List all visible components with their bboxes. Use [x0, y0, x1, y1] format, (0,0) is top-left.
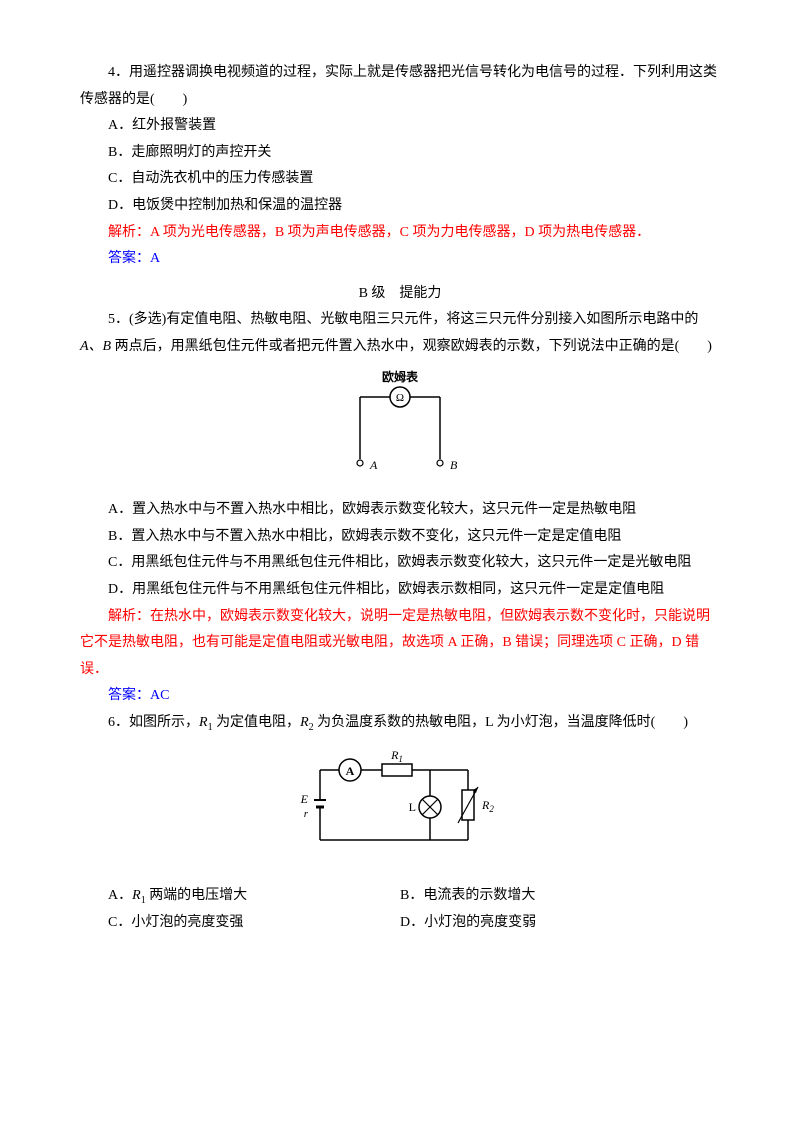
lamp-label: L	[409, 800, 416, 814]
q6-option-c: C．小灯泡的亮度变强	[80, 910, 400, 937]
q4-option-a: A．红外报警装置	[80, 113, 720, 140]
q6-r2: R	[300, 715, 309, 730]
terminal-b	[437, 460, 443, 466]
q5-option-a: A．置入热水中与不置入热水中相比，欧姆表示数变化较大，这只元件一定是热敏电阻	[80, 497, 720, 524]
r2-arrow	[458, 787, 478, 823]
q6-stem: 6．如图所示，R1 为定值电阻，R2 为负温度系数的热敏电阻，L 为小灯泡，当温…	[80, 710, 720, 737]
q6-r1: R	[199, 715, 208, 730]
q4-option-b: B．走廊照明灯的声控开关	[80, 140, 720, 167]
q6-option-a: A．R1 两端的电压增大	[80, 883, 400, 910]
terminal-a	[357, 460, 363, 466]
q5-answer: 答案：AC	[80, 683, 720, 710]
q6-a-pre: A．	[108, 888, 132, 903]
terminal-b-label: B	[450, 458, 458, 472]
q5-stem-pre: 5．(多选)有定值电阻、热敏电阻、光敏电阻三只元件，将这三只元件分别接入如图所示…	[108, 312, 698, 327]
q4-stem: 4．用遥控器调换电视频道的过程，实际上就是传感器把光信号转化为电信号的过程．下列…	[80, 60, 720, 113]
q5-stem-ab: A、B	[80, 339, 111, 354]
r2-label: R2	[481, 798, 494, 814]
section-b-title: B 级 提能力	[80, 281, 720, 308]
terminal-a-label: A	[369, 458, 378, 472]
q5-stem-post: 两点后，用黑纸包住元件或者把元件置入热水中，观察欧姆表的示数，下列说法中正确的是…	[111, 339, 712, 354]
q5-diagram: 欧姆表 Ω A B	[80, 369, 720, 490]
ohmmeter-omega: Ω	[396, 392, 404, 404]
q6-options-row1: A．R1 两端的电压增大 B．电流表的示数增大	[80, 883, 720, 910]
r1-label: R1	[390, 748, 403, 764]
ohmmeter-title: 欧姆表	[382, 369, 419, 384]
q4-explanation: 解析：A 项为光电传感器，B 项为声电传感器，C 项为力电传感器，D 项为热电传…	[80, 220, 720, 247]
emf-r-label: r	[304, 808, 309, 820]
q6-option-d: D．小灯泡的亮度变弱	[400, 910, 720, 937]
q6-a-r: R	[132, 888, 141, 903]
ammeter-label: A	[346, 764, 355, 778]
q5-explanation: 解析：在热水中，欧姆表示数变化较大，说明一定是热敏电阻，但欧姆表示数不变化时，只…	[80, 604, 720, 684]
q5-option-d: D．用黑纸包住元件与不用黑纸包住元件相比，欧姆表示数相同，这只元件一定是定值电阻	[80, 577, 720, 604]
r1-box	[382, 764, 412, 776]
q6-stem-pre: 6．如图所示，	[108, 715, 199, 730]
q5-stem: 5．(多选)有定值电阻、热敏电阻、光敏电阻三只元件，将这三只元件分别接入如图所示…	[80, 307, 720, 360]
q6-stem-mid1: 为定值电阻，	[213, 715, 301, 730]
q6-stem-mid2: 为负温度系数的热敏电阻，L 为小灯泡，当温度降低时( )	[314, 715, 688, 730]
q6-option-b: B．电流表的示数增大	[400, 883, 720, 910]
q5-option-b: B．置入热水中与不置入热水中相比，欧姆表示数不变化，这只元件一定是定值电阻	[80, 524, 720, 551]
q5-option-c: C．用黑纸包住元件与不用黑纸包住元件相比，欧姆表示数变化较大，这只元件一定是光敏…	[80, 550, 720, 577]
q6-a-post: 两端的电压增大	[146, 888, 248, 903]
q6-diagram: A R1 E r L R2	[80, 745, 720, 876]
q4-option-c: C．自动洗衣机中的压力传感装置	[80, 166, 720, 193]
q6-options-row2: C．小灯泡的亮度变强 D．小灯泡的亮度变弱	[80, 910, 720, 937]
emf-e-label: E	[300, 792, 309, 806]
q4-answer: 答案：A	[80, 246, 720, 273]
q4-option-d: D．电饭煲中控制加热和保温的温控器	[80, 193, 720, 220]
